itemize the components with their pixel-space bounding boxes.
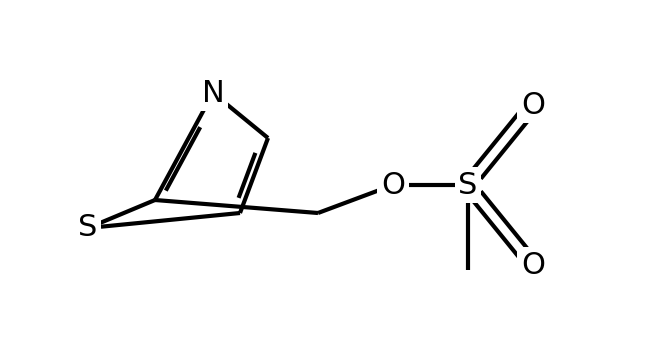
Text: O: O bbox=[381, 171, 405, 199]
Text: O: O bbox=[521, 250, 545, 279]
Text: S: S bbox=[79, 213, 98, 242]
Text: N: N bbox=[202, 79, 224, 107]
Text: S: S bbox=[458, 171, 478, 199]
Text: O: O bbox=[521, 91, 545, 119]
